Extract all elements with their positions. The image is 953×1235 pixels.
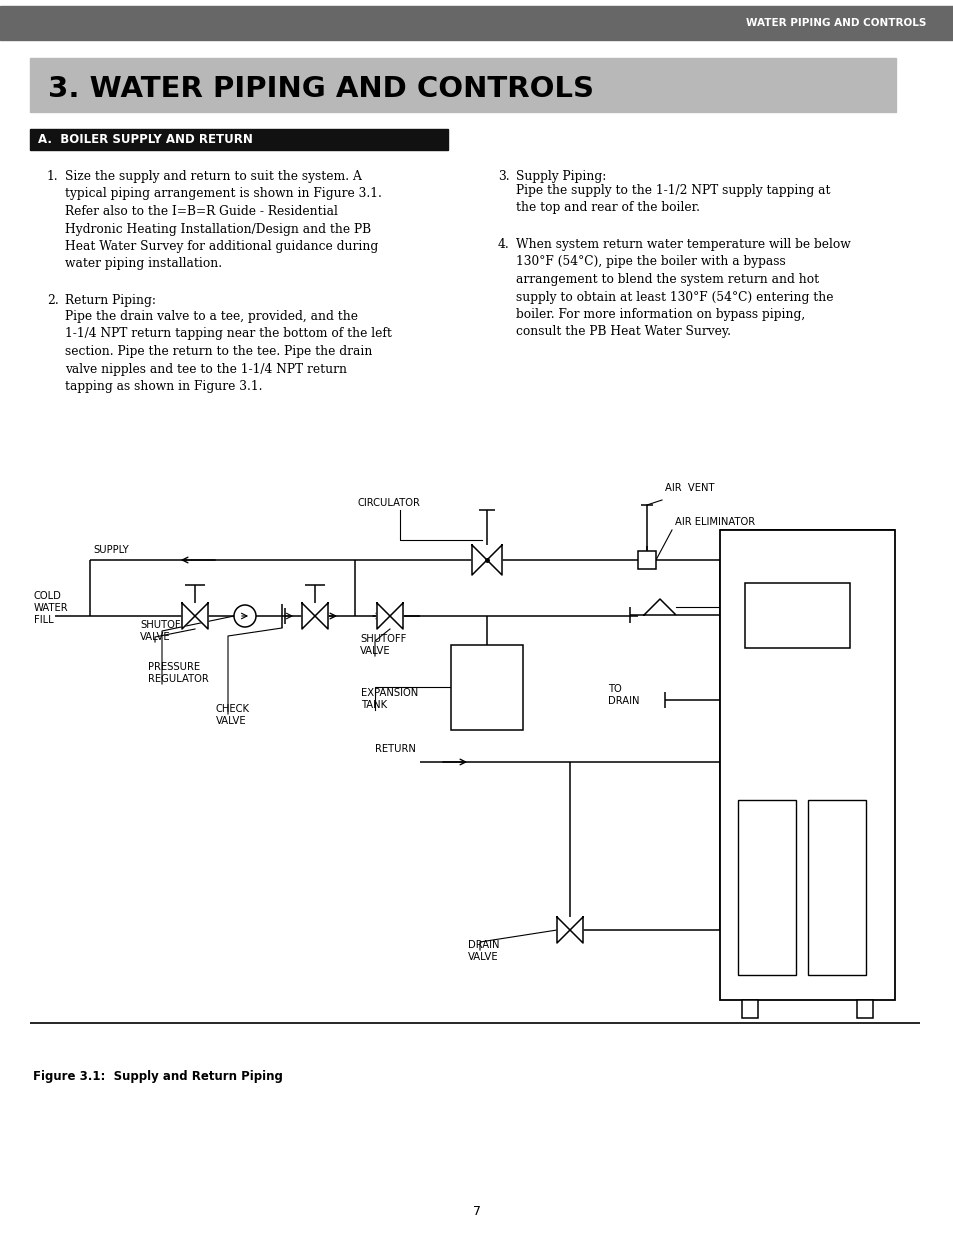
- Text: VALVE: VALVE: [468, 952, 498, 962]
- Polygon shape: [557, 918, 569, 944]
- Polygon shape: [486, 545, 501, 576]
- Text: Pipe the drain valve to a tee, provided, and the
1-1/4 NPT return tapping near t: Pipe the drain valve to a tee, provided,…: [65, 310, 392, 393]
- Text: CIRCULATOR: CIRCULATOR: [357, 498, 420, 508]
- Text: SUPPLY: SUPPLY: [92, 545, 129, 555]
- Text: 4.: 4.: [497, 238, 509, 251]
- Text: VALVE: VALVE: [809, 609, 840, 619]
- Polygon shape: [643, 599, 676, 615]
- Text: VALVE: VALVE: [359, 646, 390, 656]
- Text: 7: 7: [473, 1205, 480, 1218]
- Text: VALVE: VALVE: [140, 632, 171, 642]
- Text: 2.: 2.: [47, 294, 59, 308]
- Text: CHECK: CHECK: [215, 704, 250, 714]
- Text: DRAIN: DRAIN: [468, 940, 499, 950]
- Text: AIR  VENT: AIR VENT: [664, 483, 714, 493]
- Circle shape: [233, 605, 255, 627]
- Polygon shape: [182, 603, 194, 629]
- Polygon shape: [390, 603, 402, 629]
- Text: Figure 3.1:  Supply and Return Piping: Figure 3.1: Supply and Return Piping: [33, 1070, 283, 1083]
- Text: FILL: FILL: [34, 615, 53, 625]
- Bar: [856, 1000, 872, 1018]
- Text: COLD: COLD: [34, 592, 62, 601]
- Text: AIR ELIMINATOR: AIR ELIMINATOR: [675, 517, 755, 527]
- Text: A.  BOILER SUPPLY AND RETURN: A. BOILER SUPPLY AND RETURN: [38, 133, 253, 146]
- Text: EXPANSION: EXPANSION: [360, 688, 417, 698]
- Bar: [638, 551, 656, 569]
- Text: RETURN: RETURN: [375, 743, 416, 755]
- Text: Supply Piping:: Supply Piping:: [516, 170, 606, 183]
- Bar: [807, 800, 865, 974]
- Text: TO: TO: [607, 684, 621, 694]
- Text: SHUTOFF: SHUTOFF: [359, 634, 406, 643]
- Text: Return Piping:: Return Piping:: [65, 294, 156, 308]
- Bar: [0, 6, 953, 40]
- Text: WATER PIPING AND CONTROLS: WATER PIPING AND CONTROLS: [745, 19, 925, 28]
- Polygon shape: [194, 603, 208, 629]
- Text: Pipe the supply to the 1-1/2 NPT supply tapping at
the top and rear of the boile: Pipe the supply to the 1-1/2 NPT supply …: [516, 184, 830, 215]
- Polygon shape: [376, 603, 390, 629]
- Text: VALVE: VALVE: [215, 716, 247, 726]
- Bar: [744, 583, 849, 648]
- Text: SHUTOFF: SHUTOFF: [140, 620, 186, 630]
- Text: RELIEF: RELIEF: [809, 597, 842, 606]
- Text: SAFETY: SAFETY: [809, 585, 846, 595]
- Bar: [741, 1000, 758, 1018]
- Text: When system return water temperature will be below
130°F (54°C), pipe the boiler: When system return water temperature wil…: [516, 238, 850, 338]
- Text: DRAIN: DRAIN: [607, 697, 639, 706]
- Bar: [720, 530, 894, 1000]
- Text: WATER: WATER: [34, 603, 69, 613]
- Bar: [738, 800, 795, 974]
- Text: 3. WATER PIPING AND CONTROLS: 3. WATER PIPING AND CONTROLS: [48, 75, 594, 103]
- Text: 3.: 3.: [497, 170, 509, 183]
- Text: REGULATOR: REGULATOR: [148, 674, 209, 684]
- Bar: [451, 645, 522, 730]
- Text: 1.: 1.: [47, 170, 58, 183]
- Polygon shape: [302, 603, 314, 629]
- Text: TANK: TANK: [360, 700, 387, 710]
- Text: Size the supply and return to suit the system. A
typical piping arrangement is s: Size the supply and return to suit the s…: [65, 170, 381, 270]
- Polygon shape: [569, 918, 582, 944]
- Polygon shape: [314, 603, 328, 629]
- Polygon shape: [472, 545, 486, 576]
- Bar: [30, 58, 895, 112]
- Bar: [30, 128, 448, 149]
- Text: PRESSURE: PRESSURE: [148, 662, 200, 672]
